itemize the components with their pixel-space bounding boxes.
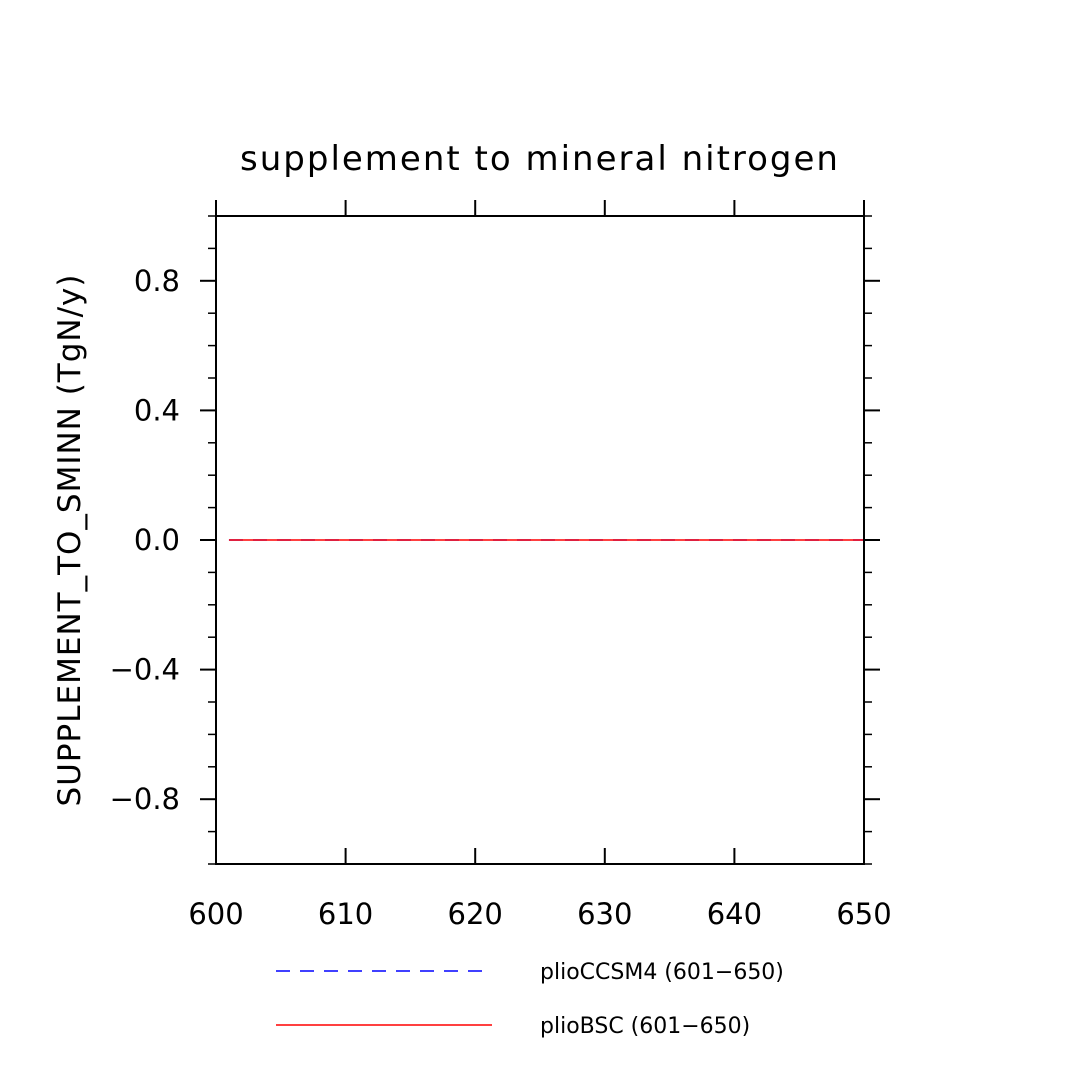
y-tick-label: −0.8 [110,782,180,816]
y-tick-label: 0.0 [134,523,180,557]
ticks-layer: 600 610 620 630 640 650 0.8 0.4 0.0 −0.4 −0.8 [110,200,892,931]
y-tick-label: 0.8 [134,264,180,298]
x-tick-label: 610 [318,897,373,931]
y-axis-label: SUPPLEMENT_TO_SMINN (TgN/y) [52,274,88,807]
x-tick-label: 630 [577,897,632,931]
x-tick-label: 620 [448,897,503,931]
x-tick-label: 640 [707,897,762,931]
chart-title: supplement to mineral nitrogen [240,139,840,179]
y-tick-label: −0.4 [110,653,180,687]
legend: plioCCSM4 (601−650) plioBSC (601−650) [276,960,784,1039]
y-tick-label: 0.4 [134,393,180,427]
legend-label-1: plioBSC (601−650) [540,1014,750,1039]
legend-label-0: plioCCSM4 (601−650) [540,960,784,985]
x-tick-label: 600 [188,897,243,931]
x-tick-label: 650 [836,897,891,931]
